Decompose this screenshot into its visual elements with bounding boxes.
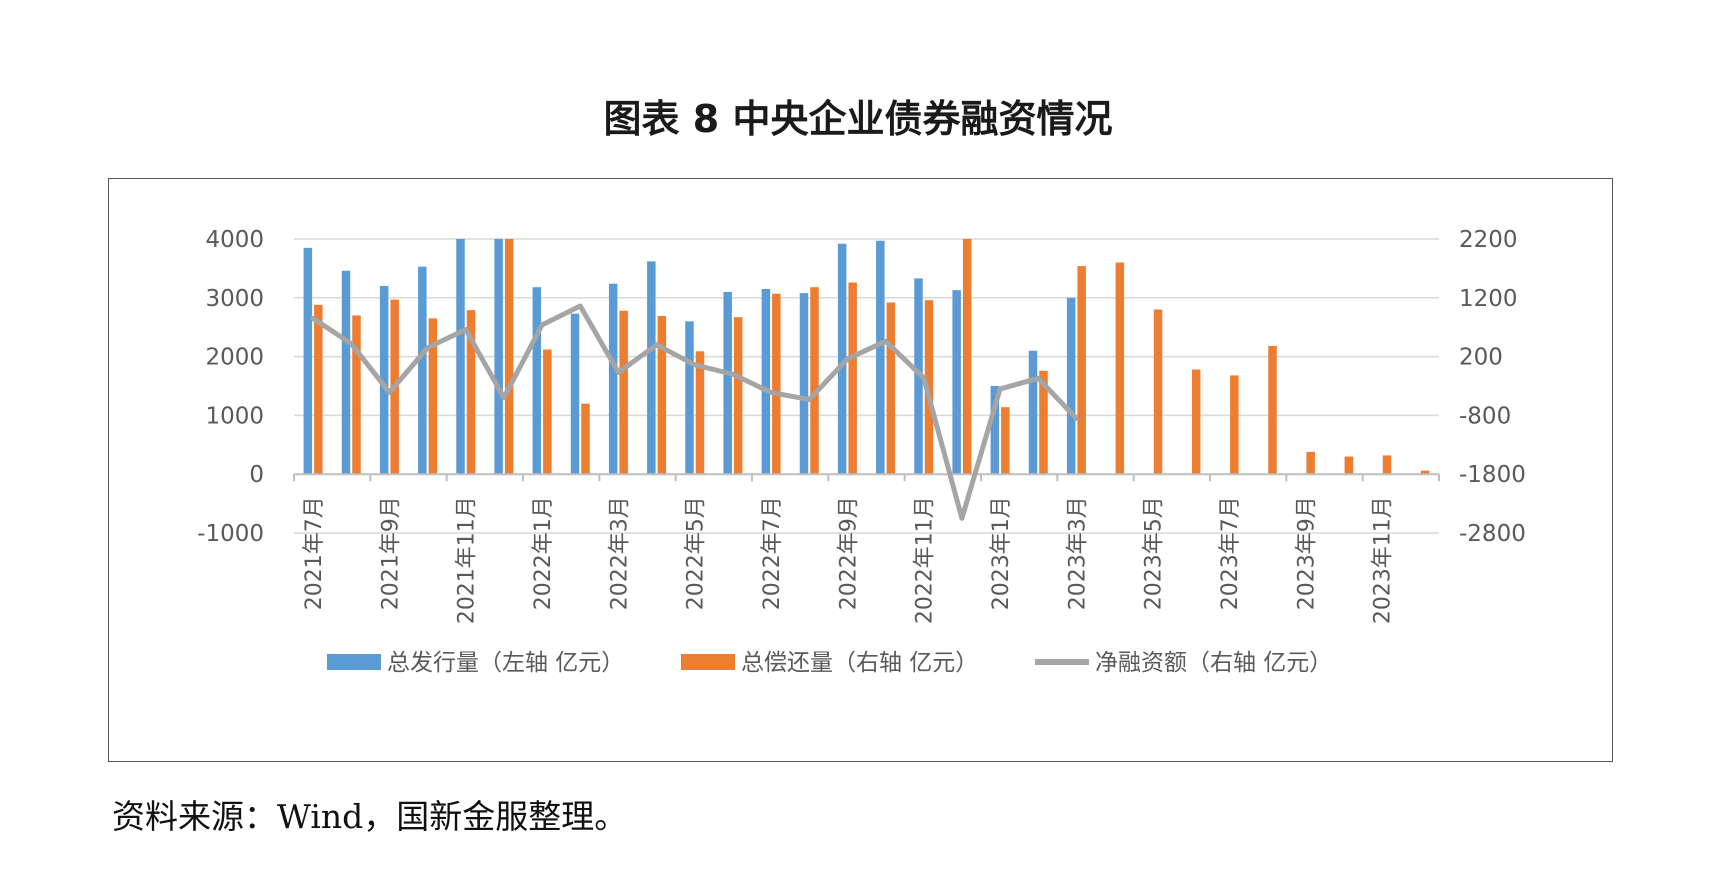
bar-total-repayment — [504, 239, 514, 475]
chart-title: 图表 8 中央企业债券融资情况 — [603, 97, 1113, 141]
y-left-tick-label: 4000 — [205, 227, 264, 253]
bar-total-repayment — [1077, 266, 1086, 475]
bar-total-issuance — [303, 247, 313, 475]
bar-total-repayment — [1420, 470, 1430, 475]
bar-total-issuance — [379, 286, 389, 475]
x-tick-label: 2023年3月 — [1065, 496, 1090, 610]
y-left-tick-label: -1000 — [197, 521, 264, 547]
x-tick-label: 2022年11月 — [913, 496, 938, 624]
bar-total-repayment — [619, 310, 628, 475]
bar-total-repayment — [1039, 370, 1048, 475]
bar-total-repayment — [1268, 346, 1277, 475]
bar-total-issuance — [952, 290, 961, 475]
bar-total-repayment — [924, 300, 934, 475]
bar-total-repayment — [1230, 375, 1239, 475]
bar-total-issuance — [341, 270, 351, 475]
bar-total-repayment — [543, 349, 552, 475]
x-tick-label: 2022年3月 — [607, 496, 632, 610]
chart-frame: -1000 0 1000 2000 3000 4000 -2800 -1800 -800 200 1… — [108, 178, 1613, 762]
y-right-tick-label: 200 — [1459, 345, 1503, 371]
bar-total-repayment — [1153, 309, 1163, 475]
bar-total-issuance — [990, 386, 1000, 475]
legend-swatch — [327, 654, 381, 670]
bar-total-repayment — [1382, 455, 1392, 475]
x-tick-label: 2022年5月 — [684, 496, 709, 610]
x-tick-label: 2022年9月 — [836, 496, 861, 610]
bar-total-repayment — [810, 287, 819, 475]
y-left-tick-label: 0 — [249, 462, 264, 488]
bar-total-issuance — [494, 239, 503, 475]
line-net-financing — [310, 303, 1079, 521]
x-tick-label: 2021年9月 — [378, 496, 403, 610]
bar-total-repayment — [695, 351, 705, 475]
bar-total-issuance — [761, 288, 771, 475]
y-right-tick-label: -2800 — [1459, 521, 1526, 547]
x-tick-label: 2023年1月 — [989, 496, 1014, 610]
bar-total-issuance — [570, 313, 580, 475]
chart-svg: -1000 0 1000 2000 3000 4000 -2800 -1800 -800 200 1… — [197, 227, 1526, 676]
x-tick-label: 2022年1月 — [531, 496, 556, 610]
y-right-tick-label: -1800 — [1459, 462, 1526, 488]
bar-total-repayment — [733, 317, 743, 475]
bar-total-repayment — [848, 282, 857, 475]
bar-total-repayment — [1001, 407, 1010, 475]
bar-total-repayment — [1115, 262, 1125, 475]
bar-total-issuance — [608, 283, 618, 475]
y-left-tick-label: 3000 — [205, 286, 264, 312]
bar-total-issuance — [723, 291, 732, 475]
bar-total-issuance — [456, 239, 465, 475]
bar-total-issuance — [914, 278, 923, 475]
bar-total-repayment — [466, 310, 476, 475]
y-right-tick-label: 1200 — [1459, 286, 1518, 312]
bar-total-issuance — [532, 287, 542, 475]
bar-total-issuance — [837, 243, 847, 475]
x-tick-label: 2021年7月 — [302, 496, 327, 610]
legend-label: 总偿还量（右轴 亿元） — [741, 650, 978, 676]
legend-label: 总发行量（左轴 亿元） — [387, 650, 624, 676]
legend-swatch — [681, 654, 735, 670]
bar-total-issuance — [1066, 297, 1076, 475]
bar-total-repayment — [657, 316, 667, 475]
x-tick-label: 2023年9月 — [1294, 496, 1319, 610]
bar-total-repayment — [772, 293, 781, 475]
x-tick-label: 2023年5月 — [1142, 496, 1167, 610]
bar-total-repayment — [314, 304, 323, 475]
bar-total-repayment — [886, 302, 896, 475]
bar-total-repayment — [581, 403, 590, 475]
x-tick-label: 2023年11月 — [1371, 496, 1396, 624]
bar-total-issuance — [799, 293, 809, 475]
bar-total-issuance — [876, 240, 885, 475]
bar-total-issuance — [418, 266, 427, 475]
bar-total-repayment — [428, 318, 438, 475]
y-left-tick-label: 2000 — [205, 345, 264, 371]
bar-total-repayment — [1191, 369, 1201, 475]
y-right-tick-label: -800 — [1459, 403, 1511, 429]
source-note: 资料来源：Wind，国新金服整理。 — [112, 797, 628, 836]
legend-label: 净融资额（右轴 亿元） — [1095, 650, 1332, 676]
x-tick-label: 2021年11月 — [455, 496, 480, 624]
bar-total-repayment — [962, 239, 972, 475]
bar-total-repayment — [1344, 456, 1354, 475]
y-left-tick-label: 1000 — [205, 403, 264, 429]
x-tick-label: 2022年7月 — [760, 496, 785, 610]
bar-total-repayment — [352, 315, 361, 475]
bar-total-issuance — [647, 261, 656, 475]
x-tick-label: 2023年7月 — [1218, 496, 1243, 610]
bar-total-issuance — [685, 321, 694, 475]
bar-total-repayment — [1306, 451, 1315, 475]
bar-total-issuance — [1028, 350, 1038, 475]
y-right-tick-label: 2200 — [1459, 227, 1518, 253]
